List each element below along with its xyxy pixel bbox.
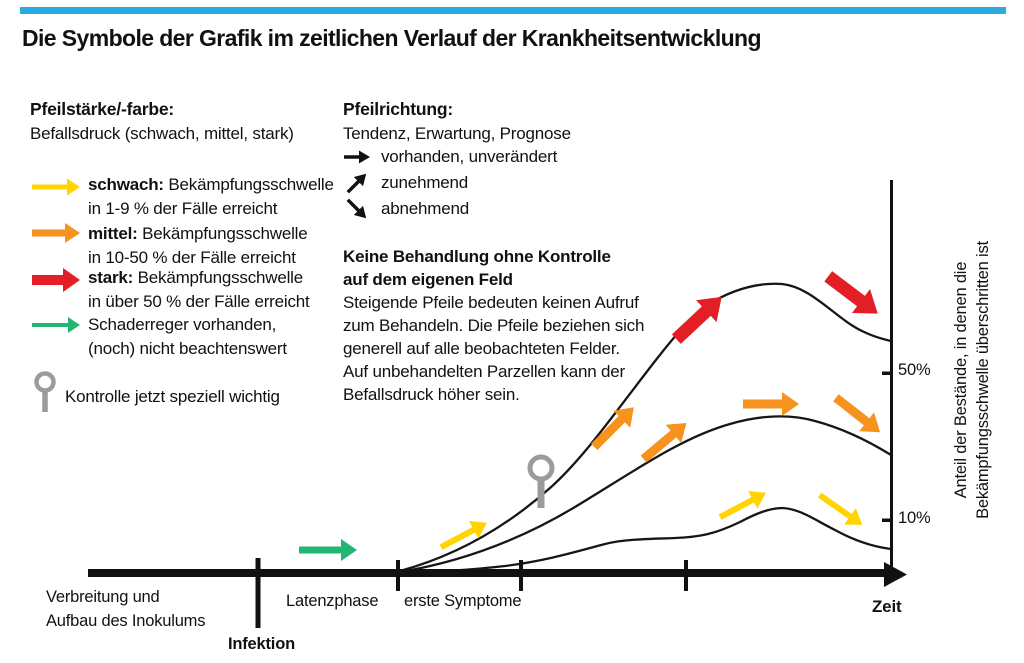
chart-arrow-yellow-falling: [817, 492, 863, 525]
control-marker-icon: [527, 454, 555, 508]
chart-arrow-yellow-rising-2: [718, 491, 766, 520]
legend-item-text: Schaderreger vorhanden, (noch) nicht bea…: [88, 313, 287, 360]
page-title: Die Symbole der Grafik im zeitlichen Ver…: [22, 25, 762, 51]
green-arrow-icon: [32, 317, 80, 333]
legend-line2: in 10-50 % der Fälle erreicht: [88, 247, 296, 267]
chart-arrow-red-rising: [671, 296, 722, 344]
legend-term: mittel:: [88, 224, 138, 243]
note-heading: Keine Behandlung ohne Kontrolle auf dem …: [343, 247, 611, 289]
orange-arrow-icon: [32, 223, 80, 243]
direction-label: vorhanden, unverändert: [381, 147, 558, 166]
tick-unlabeled-1: [519, 560, 523, 591]
arrow-down-right-icon: [346, 198, 367, 219]
chart-arrow-orange-rising-1: [591, 407, 634, 450]
legend-desc: Schaderreger vorhanden,: [88, 315, 277, 334]
y-axis-title-line1: Anteil der Bestände, in denen die: [952, 261, 970, 499]
note-body: Steigende Pfeile bedeuten keinen Aufruf …: [343, 293, 645, 404]
x-label-infektion: Infektion: [228, 635, 295, 653]
legend-line2: (noch) nicht beachtenswert: [88, 338, 287, 358]
control-marker-icon: [34, 371, 56, 412]
legend-item-text: stark: Bekämpfungsschwelle in über 50 % …: [88, 266, 310, 313]
curve-weak-infestation: [399, 506, 892, 575]
y-tick-10: [882, 518, 893, 522]
legend-item-text: Kontrolle jetzt speziell wichtig: [65, 387, 280, 406]
legend-line2: in 1-9 % der Fälle erreicht: [88, 198, 278, 218]
direction-item-decreasing: abnehmend: [343, 197, 469, 221]
legend-desc: Bekämpfungsschwelle: [137, 268, 304, 287]
legend-term: stark:: [88, 268, 134, 287]
direction-item-increasing: zunehmend: [343, 171, 468, 195]
y-axis-line: [890, 180, 893, 577]
legend-desc: Bekämpfungsschwelle: [142, 224, 308, 243]
x-axis-line: [88, 569, 886, 577]
legend-direction-subheading: Tendenz, Erwartung, Prognose: [343, 124, 571, 143]
legend-term: schwach:: [88, 175, 164, 194]
red-arrow-icon: [32, 268, 80, 292]
chart-arrows-group: [299, 271, 881, 561]
yellow-arrow-icon: [32, 178, 80, 196]
arrow-up-right-icon: [346, 173, 367, 194]
tick-unlabeled-2: [684, 560, 688, 591]
legend-desc: Bekämpfungsschwelle: [168, 175, 334, 194]
chart-arrow-yellow-rising-1: [439, 521, 487, 550]
legend-strength-subheading: Befallsdruck (schwach, mittel, stark): [30, 124, 294, 143]
x-label-erste-symptome: erste Symptome: [404, 592, 522, 610]
legend-strength-heading: Pfeilstärke/-farbe:: [30, 99, 175, 119]
legend-direction-heading: Pfeilrichtung:: [343, 99, 453, 119]
direction-label: zunehmend: [381, 173, 469, 192]
y-axis-title-line2: Bekämpfungsschwelle überschritten ist: [974, 241, 992, 519]
direction-item-steady: vorhanden, unverändert: [343, 145, 557, 169]
legend-item-text: mittel: Bekämpfungsschwelle in 10-50 % d…: [88, 222, 308, 269]
legend-item-text: schwach: Bekämpfungsschwelle in 1-9 % de…: [88, 173, 334, 220]
x-axis-arrowhead-icon: [884, 562, 907, 587]
x-label-inoculum-line2: Aufbau des Inokulums: [46, 612, 206, 630]
accent-bar: [20, 7, 1006, 14]
direction-label: abnehmend: [381, 199, 469, 218]
chart-arrow-green-steady: [299, 539, 357, 561]
chart-arrow-orange-steady: [743, 392, 799, 416]
chart-arrow-orange-rising-2: [640, 423, 687, 463]
chart-arrow-orange-falling: [833, 394, 881, 433]
y-tick-label-10: 10%: [898, 509, 931, 527]
legend-line2: in über 50 % der Fälle erreicht: [88, 291, 310, 311]
curve-medium-infestation: [399, 415, 892, 574]
y-tick-50: [882, 371, 893, 375]
chart-arrow-red-falling: [824, 271, 878, 314]
y-axis-title: Anteil der Bestände, in denen die Bekämp…: [950, 210, 996, 550]
tick-erste-symptome: [396, 560, 400, 591]
x-label-latenzphase: Latenzphase: [286, 592, 379, 610]
y-tick-label-50: 50%: [898, 361, 931, 379]
x-label-zeit: Zeit: [872, 597, 902, 616]
tick-infektion: [255, 558, 261, 628]
arrow-right-icon: [344, 150, 370, 164]
x-label-inoculum-line1: Verbreitung und: [46, 588, 160, 606]
